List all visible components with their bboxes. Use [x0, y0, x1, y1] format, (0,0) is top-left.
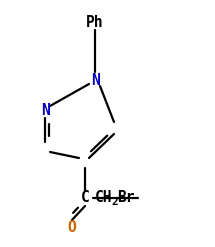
Text: C: C	[81, 190, 89, 206]
Text: O: O	[68, 221, 76, 235]
Text: N: N	[91, 73, 99, 87]
Text: CH: CH	[95, 190, 112, 206]
Text: Ph: Ph	[86, 15, 104, 29]
Text: 2: 2	[111, 197, 118, 207]
Text: N: N	[41, 103, 49, 118]
Text: Br: Br	[117, 190, 135, 206]
